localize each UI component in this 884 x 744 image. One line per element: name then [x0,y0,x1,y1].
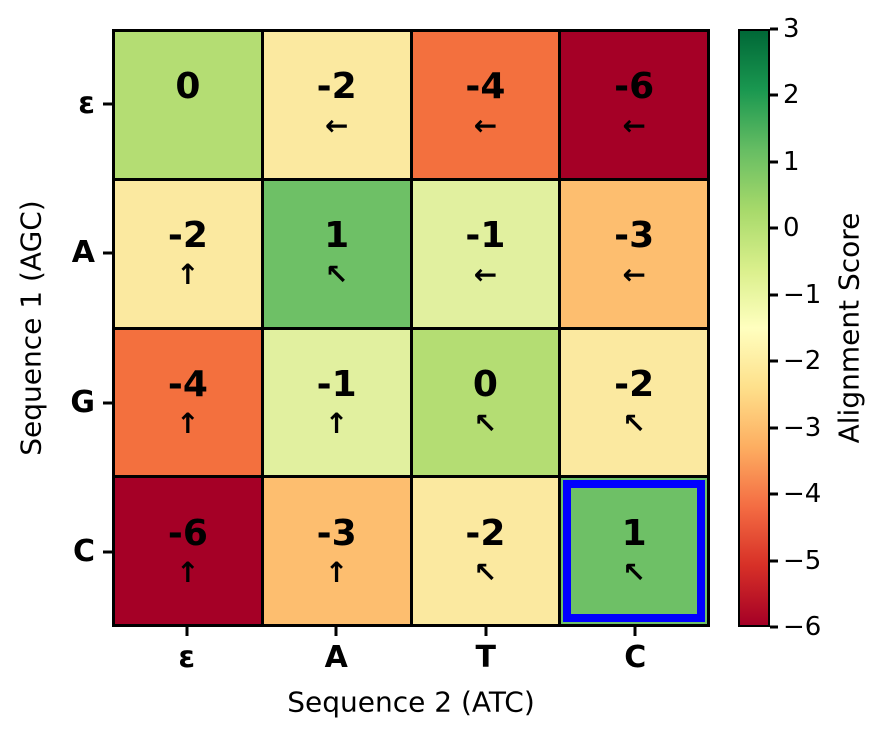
traceback-arrow-icon: ↖ [473,555,498,589]
cell-value: -1 [465,215,506,257]
colorbar-tick-label: −3 [783,412,822,443]
traceback-arrow-icon: ← [622,258,646,292]
colorbar-tick-label: −5 [783,545,822,576]
y-tick-mark [103,251,112,255]
heatmap-grid: 0↑-2←-4←-6←-2↑1↖-1←-3←-4↑-1↑0↖-2↖-6↑-3↑-… [112,29,710,627]
cell-value: -2 [465,512,506,554]
colorbar-tick-label: −1 [783,279,822,310]
cell-A-ε: -2 ↑ [115,180,261,327]
cell-G-A: -1 ↑ [263,329,410,476]
cell-value: -2 [167,215,208,257]
traceback-arrow-icon: ↑ [176,555,200,589]
x-tick-mark [334,627,338,636]
colorbar-tick-label: 2 [783,80,800,111]
traceback-arrow-icon: ↑ [324,555,349,589]
x-tick-label-C: C [624,640,647,675]
traceback-arrow-icon: ↖ [473,406,498,440]
cell-C-A: -3 ↑ [263,478,410,624]
cell-value: 1 [621,512,647,554]
colorbar-gradient [740,31,768,625]
cell-ε-C: -6 ← [561,32,707,178]
cell-value: -3 [316,512,357,554]
y-tick-label-A: A [71,235,95,271]
cell-value: 0 [175,66,201,108]
x-tick-mark [484,627,488,636]
cell-ε-A: -2 ← [263,32,410,178]
cell-A-T: -1 ← [412,180,559,327]
traceback-arrow-icon: ← [622,109,646,143]
cell-value: -3 [614,215,655,257]
colorbar-tick-label: 0 [783,213,800,244]
cell-value: -6 [167,512,208,554]
x-tick-label-A: A [324,640,348,675]
y-tick-mark [103,401,112,405]
x-axis-title: Sequence 2 (ATC) [287,685,535,719]
x-tick-label-ε: ε [178,640,196,675]
cell-value: 1 [324,215,350,257]
cell-value: -2 [614,363,655,405]
cell-ε-T: -4 ← [412,32,559,178]
traceback-arrow-icon: ↑ [176,406,200,440]
traceback-arrow-icon: ← [473,109,498,143]
cell-A-A: 1 ↖ [263,180,410,327]
cell-value: -4 [167,363,208,405]
colorbar-tick-label: −4 [783,479,822,510]
colorbar-tick-label: −2 [783,346,822,377]
cell-A-C: -3 ← [561,180,707,327]
cell-value: -4 [465,66,506,108]
colorbar-tick-mark [770,226,778,230]
traceback-arrow-icon: ↖ [622,555,646,589]
x-tick-mark [633,627,637,636]
colorbar-tick-mark [770,27,778,31]
traceback-arrow-icon: ↑ [176,258,200,292]
traceback-arrow-icon: ↖ [622,406,646,440]
colorbar-tick-mark [770,426,778,430]
colorbar-tick-label: 1 [783,146,800,177]
y-axis-title: Sequence 1 (AGC) [14,200,48,456]
colorbar-tick-mark [770,559,778,563]
cell-value: -6 [614,66,655,108]
cell-G-C: -2 ↖ [561,329,707,476]
colorbar-tick-mark [770,93,778,97]
y-tick-label-ε: ε [78,85,95,121]
colorbar-tick-mark [770,625,778,629]
colorbar-tick-label: 3 [783,14,800,44]
y-tick-label-G: G [70,384,95,420]
y-tick-mark [103,102,112,106]
traceback-arrow-icon: ← [324,109,349,143]
colorbar-title: Alignment Score [832,212,866,444]
colorbar-tick-mark [770,359,778,363]
traceback-arrow-icon: ← [473,258,498,292]
colorbar-tick-mark [770,160,778,164]
y-tick-mark [103,550,112,554]
x-tick-label-T: T [475,640,496,675]
colorbar-tick-mark [770,293,778,297]
cell-C-T: -2 ↖ [412,478,559,624]
cell-value: -2 [316,66,357,108]
y-tick-label-C: C [72,534,95,570]
colorbar [738,29,770,627]
colorbar-tick-mark [770,492,778,496]
traceback-arrow-icon: ↖ [324,258,349,292]
x-tick-mark [185,627,189,636]
cell-C-ε: -6 ↑ [115,478,261,624]
cell-C-C: 1 ↖ [561,478,707,624]
cell-G-ε: -4 ↑ [115,329,261,476]
cell-G-T: 0 ↖ [412,329,559,476]
cell-value: 0 [472,363,498,405]
cell-ε-ε: 0↑ [115,32,261,178]
cell-value: -1 [316,363,357,405]
traceback-arrow-icon: ↑ [324,406,349,440]
colorbar-tick-label: −6 [783,612,822,642]
